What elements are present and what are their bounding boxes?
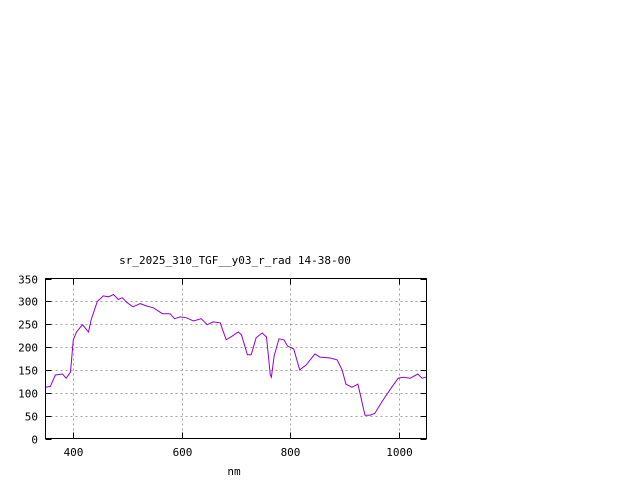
series-line <box>45 293 427 416</box>
y-tick-label: 150 <box>18 365 38 378</box>
chart-title: sr_2025_310_TGF__y03_r_rad 14-38-00 <box>119 254 351 267</box>
x-tick-label: 400 <box>64 446 84 459</box>
x-tick-label: 800 <box>281 446 301 459</box>
y-tick-label: 200 <box>18 342 38 355</box>
y-tick-label: 0 <box>31 434 38 447</box>
tick-labels: 0 50 100 150 200 250 300 350 400 600 800 1000 <box>18 274 413 460</box>
y-tick-label: 250 <box>18 319 38 332</box>
x-tick-label: 600 <box>173 446 193 459</box>
y-tick-label: 350 <box>18 274 38 287</box>
plot-border <box>45 278 427 439</box>
y-tick-label: 100 <box>18 388 38 401</box>
ticks <box>45 278 427 440</box>
x-axis-label: nm <box>227 465 241 478</box>
x-tick-label: 1000 <box>386 446 413 459</box>
y-tick-label: 300 <box>18 296 38 309</box>
grid <box>45 278 427 439</box>
y-tick-label: 50 <box>25 411 38 424</box>
